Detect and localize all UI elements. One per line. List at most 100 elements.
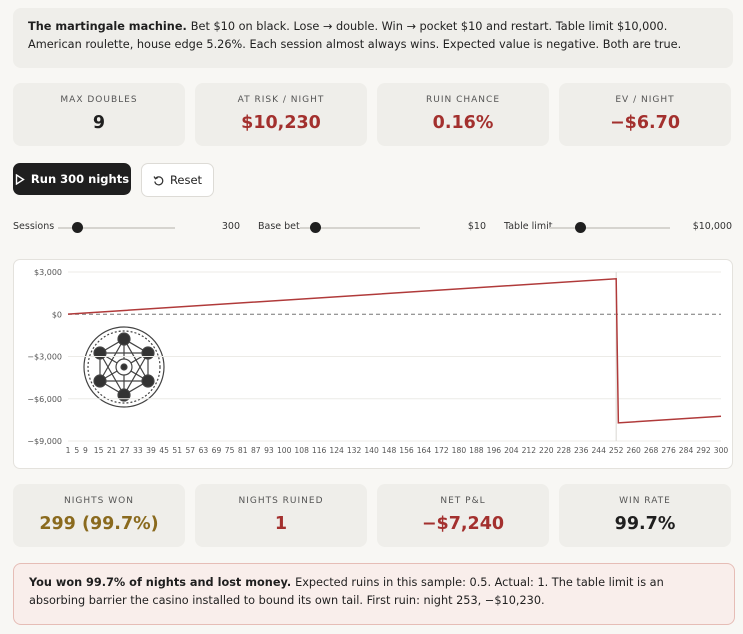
x-tick-label: 212 (522, 446, 537, 455)
reset-icon (153, 175, 164, 185)
x-tick-label: 284 (679, 446, 694, 455)
x-tick-label: 45 (159, 446, 169, 455)
intro-text: Bet $10 on black. Lose → double. Win → p… (28, 20, 682, 51)
result-note: You won 99.7% of nights and lost money. E… (13, 563, 735, 625)
x-tick-label: 63 (199, 446, 209, 455)
reset-label: Reset (169, 173, 203, 187)
reset-button[interactable]: Reset (141, 163, 214, 197)
x-tick-label: 5 (74, 446, 79, 455)
x-tick-label: 9 (83, 446, 88, 455)
slider-thumb[interactable] (575, 222, 586, 233)
y-tick-label: −$6,000 (27, 395, 62, 404)
slider-thumb[interactable] (310, 222, 321, 233)
x-tick-label: 156 (399, 446, 414, 455)
x-tick-label: 300 (714, 446, 729, 455)
x-tick-label: 15 (94, 446, 104, 455)
x-tick-label: 93 (264, 446, 274, 455)
x-tick-label: 172 (434, 446, 449, 455)
x-tick-label: 276 (661, 446, 676, 455)
x-tick-label: 260 (626, 446, 641, 455)
x-tick-label: 51 (172, 446, 182, 455)
x-tick-label: 124 (329, 446, 344, 455)
run-label: Run 300 nights (30, 172, 130, 186)
stat-card: NET P&L −$7,240 (377, 484, 549, 547)
x-tick-label: 228 (557, 446, 572, 455)
stat-value: 9 (92, 113, 106, 133)
x-tick-label: 180 (452, 446, 467, 455)
slider-track[interactable] (58, 227, 175, 229)
x-tick-label: 1 (66, 446, 71, 455)
note-text: Expected ruins in this sample: 0.5. Actu… (29, 576, 664, 607)
stat-label: RUIN CHANCE (426, 95, 500, 105)
x-tick-label: 204 (504, 446, 519, 455)
y-tick-label: −$3,000 (27, 353, 62, 362)
x-tick-label: 252 (609, 446, 624, 455)
slider-label: Table limit (504, 221, 553, 232)
emblem (83, 326, 165, 408)
pnl-line (67, 277, 722, 424)
stat-label: WIN RATE (619, 496, 671, 506)
x-tick-label: 108 (294, 446, 309, 455)
stat-value: −$6.70 (609, 113, 681, 133)
stat-value: 1 (274, 514, 288, 534)
x-tick-label: 220 (539, 446, 554, 455)
stat-value: 99.7% (614, 514, 676, 534)
slider-track[interactable] (550, 227, 670, 229)
stat-value: −$7,240 (421, 514, 505, 534)
slider-track[interactable] (300, 227, 420, 229)
stat-value: 0.16% (432, 113, 494, 133)
stat-label: EV / NIGHT (615, 95, 675, 105)
intro-banner: The martingale machine. Bet $10 on black.… (13, 8, 733, 68)
stat-card: MAX DOUBLES 9 (13, 83, 185, 146)
x-tick-label: 100 (277, 446, 292, 455)
slider-label: Sessions (13, 221, 55, 232)
stat-label: NET P&L (440, 496, 486, 506)
x-tick-label: 292 (696, 446, 711, 455)
stat-card: NIGHTS WON 299 (99.7%) (13, 484, 185, 547)
x-tick-label: 236 (574, 446, 589, 455)
slider-label: Base bet (258, 221, 300, 232)
x-tick-label: 268 (644, 446, 659, 455)
stat-label: MAX DOUBLES (60, 95, 138, 105)
note-bold: You won 99.7% of nights and lost money. (29, 576, 292, 589)
play-icon (15, 173, 25, 185)
slider-value: $10,000 (692, 221, 732, 232)
stat-card: EV / NIGHT −$6.70 (559, 83, 731, 146)
x-tick-label: 81 (238, 446, 248, 455)
x-tick-label: 140 (364, 446, 379, 455)
x-tick-label: 196 (487, 446, 502, 455)
x-tick-label: 21 (107, 446, 117, 455)
x-tick-label: 188 (469, 446, 484, 455)
y-tick-label: $3,000 (34, 268, 62, 277)
slider-thumb[interactable] (72, 222, 83, 233)
x-tick-label: 75 (225, 446, 235, 455)
stat-card: WIN RATE 99.7% (559, 484, 731, 547)
stat-label: AT RISK / NIGHT (237, 95, 325, 105)
x-tick-label: 87 (251, 446, 261, 455)
slider-value: $10 (467, 221, 486, 232)
stat-value: $10,230 (241, 113, 321, 133)
x-tick-label: 57 (185, 446, 195, 455)
stat-label: NIGHTS WON (64, 496, 134, 506)
x-tick-label: 33 (133, 446, 143, 455)
x-tick-label: 148 (382, 446, 397, 455)
y-tick-label: −$9,000 (27, 437, 62, 446)
x-tick-label: 116 (312, 446, 327, 455)
x-tick-label: 132 (347, 446, 362, 455)
intro-bold: The martingale machine. (28, 20, 187, 33)
x-tick-label: 39 (146, 446, 156, 455)
stat-card: RUIN CHANCE 0.16% (377, 83, 549, 146)
y-tick-label: $0 (52, 310, 62, 319)
stat-card: NIGHTS RUINED 1 (195, 484, 367, 547)
x-tick-label: 164 (417, 446, 432, 455)
slider-value: 300 (221, 221, 240, 232)
stat-label: NIGHTS RUINED (238, 496, 324, 506)
x-tick-label: 69 (212, 446, 222, 455)
x-tick-label: 244 (591, 446, 606, 455)
run-button[interactable]: Run 300 nights (13, 163, 131, 195)
x-tick-label: 27 (120, 446, 130, 455)
stat-value: 299 (99.7%) (39, 514, 159, 534)
stat-card: AT RISK / NIGHT $10,230 (195, 83, 367, 146)
